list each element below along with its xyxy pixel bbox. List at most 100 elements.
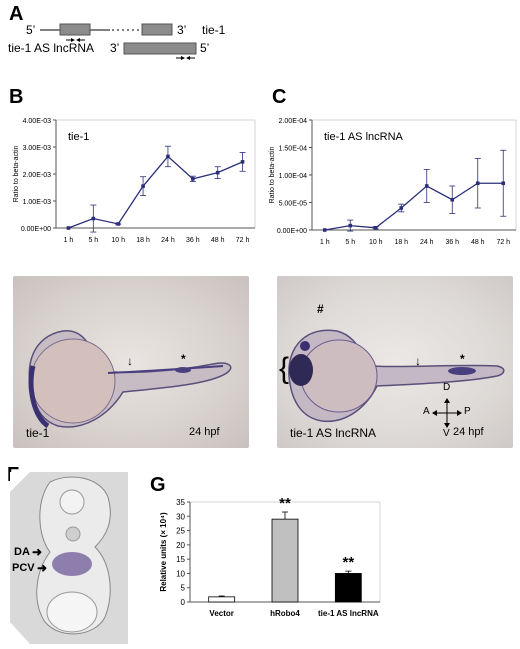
x-tick-label: 24 h [420,239,434,246]
y-tick-label: 4.00E-03 [23,118,52,125]
data-point [116,222,120,226]
da-label: DA [14,546,30,558]
as-lncrna-label: tie-1 AS lncRNA [8,41,94,55]
as-primer-arrows [176,56,195,60]
panel-g-letter: G [150,474,166,496]
cross-section-photo: DA ➜ PCV ➜ [10,472,128,644]
data-point [240,160,245,164]
as-lncrna-transcript [123,42,197,55]
y-tick-label: 3.00E-03 [23,145,52,152]
data-point [141,184,145,188]
data-point [191,177,195,181]
tie1-3prime: 3’ [177,23,186,37]
bar [208,596,236,603]
tie1-primer-arrows [66,38,85,42]
x-tick-label: 5 h [88,237,98,244]
y-tick-label: 0.00E+00 [277,228,307,235]
pcv-label: PCV [12,562,35,574]
significance-marker: ** [279,495,291,512]
x-tick-label: 10 h [111,237,125,244]
y-tick-label: 25 [176,527,185,536]
y-tick-label: 1.00E-04 [279,173,308,180]
y-tick-label: 5 [181,584,186,593]
y-tick-label: 0 [181,598,186,607]
compass-a: A [423,406,430,417]
data-point [450,197,455,202]
x-tick-label: 36 h [186,237,200,244]
y-axis-label: Ratio to beta-actin [269,146,276,203]
e-gene-label: tie-1 AS lncRNA [290,426,377,440]
tie1-exon-1 [59,23,91,36]
x-tick-label: 36 h [445,239,459,246]
x-tick-label: 1 h [64,237,74,244]
data-point [91,216,96,221]
tie1-expression-chart: 0.00E+00 1.00E-03 2.00E-03 3.00E-03 4.00E-03… [13,118,256,244]
x-tick-label: 10 h [369,239,383,246]
luciferase-bar-chart: 0 5 10 15 20 25 30 35 Relative units (× 10⁴) Vect… [159,495,381,618]
e-hash: # [317,302,324,316]
y-tick-label: 2.00E-03 [23,172,52,179]
section-illustration [10,472,128,644]
bar [271,518,299,603]
da-arrow: ➜ [32,545,43,559]
x-tick-label: tie-1 AS lncRNA [318,609,379,618]
d-arrow: ↓ [127,354,133,368]
tie1-exon-2 [141,23,173,36]
tie1-5prime: 5’ [26,23,35,37]
as-lncrna-expression-chart: 0.00E+00 5.00E-05 1.00E-04 1.50E-04 2.00E-04… [269,118,517,246]
x-tick-label: 24 h [161,237,175,244]
data-point [322,228,327,232]
data-point [348,223,353,228]
gene-schematic: 5’ 3’ tie-1 tie-1 AS lncRNA 3’ 5’ [8,23,226,60]
pcv-arrow: ➜ [37,561,48,575]
x-tick-label: 48 h [471,239,485,246]
compass-rose [432,398,462,428]
x-tick-label: 18 h [136,237,150,244]
data-point [215,170,220,175]
as-5prime: 5’ [200,41,209,55]
y-axis-label: Ratio to beta-actin [13,145,20,202]
y-tick-label: 0.00E+00 [21,226,51,233]
data-point [475,181,480,186]
y-tick-label: 15 [176,555,185,564]
panel-c-letter: C [272,86,287,108]
as-lncrna-in-situ-photo: { # ↓ * tie-1 AS lncRNA 24 hpf D A P V [277,276,513,448]
chart-title: tie-1 [68,131,89,143]
data-point [166,154,170,159]
d-asterisk: * [181,352,186,366]
x-tick-label: 1 h [320,239,330,246]
x-tick-label: 48 h [211,237,225,244]
d-gene-label: tie-1 [26,426,50,440]
x-tick-label: 72 h [236,237,250,244]
y-tick-label: 5.00E-05 [279,201,308,208]
compass-d: D [443,382,451,393]
panel-a-letter: A [9,3,24,25]
compass-p: P [464,406,471,417]
series-line [68,155,243,229]
data-point [424,184,429,188]
x-tick-label: Vector [209,609,233,618]
series-line [324,182,504,231]
x-tick-label: hRobo4 [270,609,300,618]
y-tick-label: 30 [176,512,185,521]
y-axis-label: Relative units (× 10⁴) [159,512,168,592]
embryo-d-illustration [28,330,232,429]
chart-title: tie-1 AS lncRNA [324,131,404,143]
data-point [373,226,378,230]
panel-b-letter: B [9,86,24,108]
y-tick-label: 20 [176,541,185,550]
data-point [399,206,404,210]
e-asterisk: * [460,352,465,366]
compass-v: V [443,428,450,439]
x-tick-label: 18 h [394,239,408,246]
as-3prime: 3’ [110,41,119,55]
data-point [66,226,71,230]
d-stage-label: 24 hpf [189,426,220,438]
y-tick-label: 1.00E-03 [23,199,52,206]
tie1-gene-label: tie-1 [202,23,226,37]
x-tick-label: 5 h [345,239,355,246]
y-tick-label: 35 [176,498,185,507]
data-point [501,181,506,186]
y-tick-label: 10 [176,569,185,578]
x-tick-label: 72 h [496,239,510,246]
